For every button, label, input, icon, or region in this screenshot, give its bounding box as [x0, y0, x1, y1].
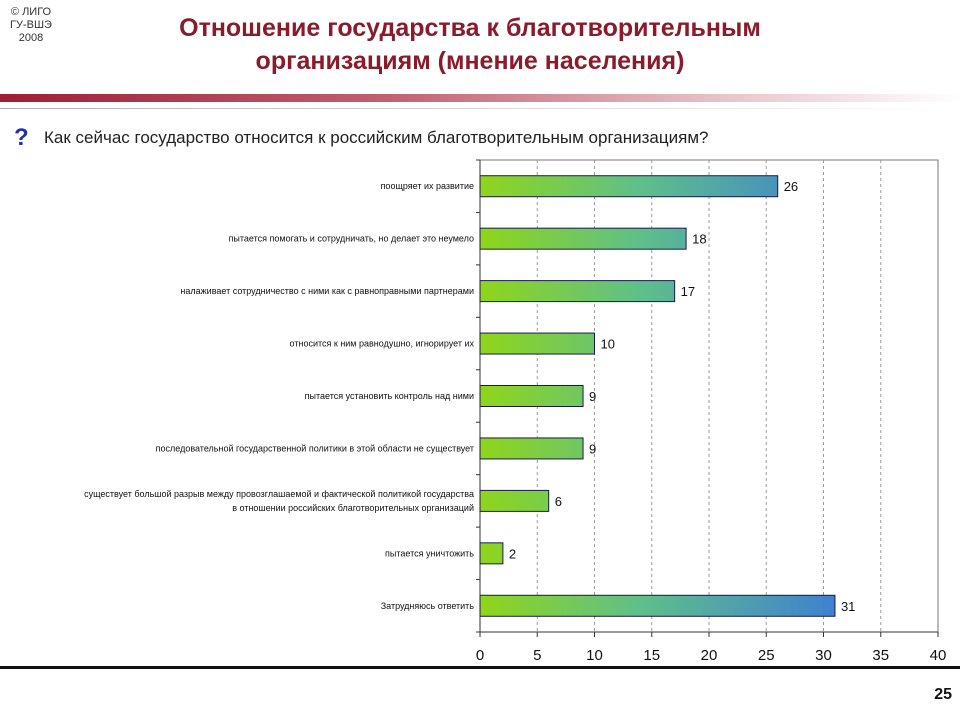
bar [479, 385, 584, 407]
bar [479, 489, 550, 512]
copyright-block: © ЛИГО ГУ-ВШЭ 2008 [4, 6, 58, 45]
category-label: в отношении российских благотворительных… [232, 503, 474, 513]
data-label: 6 [555, 494, 562, 509]
x-tick-label: 15 [643, 647, 660, 664]
data-label: 10 [601, 337, 615, 352]
survey-question: Как сейчас государство относится к росси… [44, 128, 709, 147]
slide-title-line-1: Отношение государства к благотворительны… [179, 14, 761, 42]
decorative-line [0, 108, 960, 109]
bar [479, 594, 836, 617]
x-tick-label: 25 [758, 647, 775, 664]
x-tick-label: 20 [701, 647, 718, 664]
x-tick-label: 35 [872, 647, 889, 664]
question-mark-icon: ? [14, 124, 29, 151]
data-label: 17 [681, 284, 695, 299]
data-label: 18 [692, 232, 706, 247]
x-tick-label: 0 [476, 647, 484, 664]
bar [479, 227, 687, 250]
x-tick-label: 10 [586, 647, 603, 664]
bar [479, 175, 779, 198]
x-tick-label: 30 [815, 647, 832, 664]
category-label: последовательной государственной политик… [156, 443, 474, 453]
copyright-line-2: ГУ-ВШЭ [10, 19, 52, 31]
slide-title-line-2: организациям (мнение населения) [255, 47, 685, 75]
category-label: пытается уничтожить [385, 548, 474, 558]
category-label: налаживает сотрудничество с ними как с р… [180, 286, 474, 296]
footer-divider [0, 666, 960, 669]
page-number: 25 [934, 686, 952, 703]
copyright-line-1: © ЛИГО [10, 6, 52, 18]
category-label: пытается помогать и сотрудничать, но дел… [229, 234, 474, 244]
decorative-band [0, 94, 960, 102]
data-label: 2 [509, 546, 516, 561]
data-label: 26 [784, 179, 798, 194]
x-tick-label: 40 [930, 647, 947, 664]
x-tick-label: 5 [533, 647, 541, 664]
data-label: 9 [589, 441, 596, 456]
bar [479, 542, 504, 565]
category-label: относится к ним равнодушно, игнорирует и… [290, 339, 475, 349]
bar [479, 332, 595, 355]
slide-title: Отношение государства к благотворительны… [100, 12, 840, 78]
category-label: пытается установить контроль над ними [305, 391, 474, 401]
bar [479, 280, 676, 303]
bar [479, 437, 584, 460]
category-label: поощряет их развитие [381, 181, 474, 191]
data-label: 9 [589, 389, 596, 404]
copyright-line-3: 2008 [18, 32, 44, 44]
category-label: существует большой разрыв между провозгл… [84, 489, 474, 499]
category-label: Затрудняюсь ответить [381, 601, 475, 611]
data-label: 31 [841, 599, 855, 614]
